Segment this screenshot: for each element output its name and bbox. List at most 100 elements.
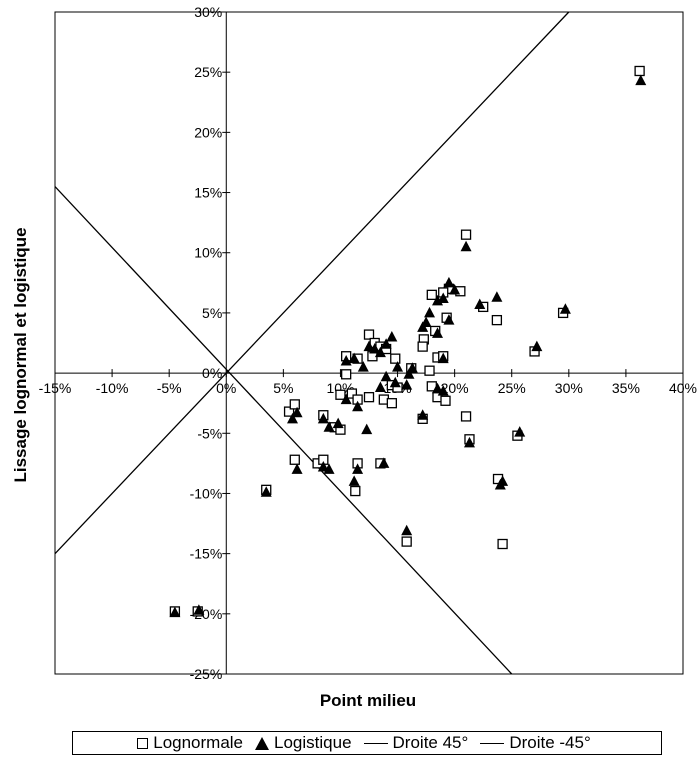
x-tick-label: -5% xyxy=(157,380,182,396)
logistique-point xyxy=(443,314,455,325)
lognormale-point xyxy=(390,353,401,364)
axes xyxy=(54,11,684,675)
logistique-point xyxy=(437,292,449,303)
logistique-point xyxy=(635,74,647,86)
data-points xyxy=(169,65,647,618)
x-tick-label: 0% xyxy=(216,380,236,396)
y-tick-label: 25% xyxy=(194,64,222,80)
lognormale-point xyxy=(401,536,412,547)
logistique-point xyxy=(491,291,503,302)
logistique-point xyxy=(432,382,444,394)
lognormale-point xyxy=(426,289,437,301)
lognormale-point xyxy=(491,314,503,326)
x-tick-label: 5% xyxy=(273,380,293,396)
logistique-point xyxy=(378,457,390,468)
x-tick-label: 40% xyxy=(669,380,697,396)
lognormale-point xyxy=(440,395,451,406)
logistique-point xyxy=(432,327,444,338)
y-tick-label: -25% xyxy=(190,666,223,682)
logistique-point xyxy=(559,303,571,314)
lognormale-point xyxy=(460,411,472,422)
logistique-point xyxy=(260,486,272,497)
logistique-point xyxy=(463,436,475,448)
y-axis-title: Lissage lognormal et logistique xyxy=(11,227,30,482)
logistique-point xyxy=(531,340,543,352)
logistique-point xyxy=(389,376,401,388)
y-tick-label: 15% xyxy=(194,185,222,201)
x-tick-label: 35% xyxy=(612,380,640,396)
y-tick-label: 10% xyxy=(194,245,222,261)
logistique-point xyxy=(424,306,436,318)
x-tick-label: -15% xyxy=(39,380,72,396)
x-tick-label: 25% xyxy=(498,380,526,396)
logistique-point xyxy=(352,463,364,474)
logistique-point xyxy=(514,426,526,437)
lognormale-point xyxy=(350,485,361,497)
logistique-point xyxy=(401,524,413,536)
reference-lines xyxy=(54,11,570,675)
y-tick-label: 30% xyxy=(194,4,222,20)
lognormale-point xyxy=(363,392,375,403)
lognormale-point xyxy=(283,406,295,417)
legend: Lognormale Logistique Droite 45° Droite … xyxy=(72,731,662,755)
x-tick-label: -10% xyxy=(96,380,129,396)
lognormale-point xyxy=(289,454,300,465)
lognormale-point xyxy=(289,399,300,410)
logistique-point xyxy=(323,463,335,474)
logistique-point xyxy=(420,316,432,328)
y-tick-label: -5% xyxy=(197,425,222,441)
open-square-icon xyxy=(137,737,149,749)
logistique-point xyxy=(286,412,298,424)
y-tick-label: 5% xyxy=(202,305,222,321)
lognormale-point xyxy=(341,369,352,380)
x-tick-label: 30% xyxy=(555,380,583,396)
lognormale-point xyxy=(417,341,428,352)
logistique-point xyxy=(417,409,429,420)
y-tick-label: 20% xyxy=(194,124,222,140)
logistique-point xyxy=(323,421,335,432)
logistique-point xyxy=(392,361,404,372)
legend-label-lognormale: Lognormale xyxy=(153,733,244,752)
logistique-point xyxy=(497,475,509,486)
logistique-point xyxy=(437,352,449,364)
y-tick-labels: -25%-20%-15%-10%-5%0%5%10%15%20%25%30% xyxy=(190,4,223,682)
logistique-point xyxy=(193,604,205,615)
x-axis-title: Point milieu xyxy=(320,691,416,710)
lognormale-point xyxy=(424,365,435,376)
legend-label-droite-45: Droite 45° xyxy=(392,733,469,752)
logistique-point xyxy=(374,346,386,358)
line-icon xyxy=(480,742,505,744)
legend-label-logistique: Logistique xyxy=(274,733,352,752)
logistique-point xyxy=(403,368,415,379)
logistique-point xyxy=(386,330,398,342)
logistique-point xyxy=(340,393,352,405)
logistique-point xyxy=(291,463,303,474)
logistique-point xyxy=(361,423,373,435)
logistique-point xyxy=(348,352,360,364)
filled-triangle-icon xyxy=(255,736,270,750)
logistique-point xyxy=(169,606,181,618)
logistique-point xyxy=(291,406,303,418)
logistique-point xyxy=(317,460,329,472)
logistique-point xyxy=(363,340,375,352)
droite-minus-45-line xyxy=(54,186,513,675)
lognormale-point xyxy=(363,329,375,340)
lognormale-point xyxy=(335,389,346,400)
legend-label-droite-minus-45: Droite -45° xyxy=(509,733,591,752)
logistique-point xyxy=(374,381,386,393)
y-tick-label: -15% xyxy=(190,546,223,562)
legend-item-droite-minus-45: Droite -45° xyxy=(480,733,591,753)
logistique-point xyxy=(352,400,364,412)
lognormale-point xyxy=(346,388,358,399)
logistique-point xyxy=(348,475,360,486)
line-icon xyxy=(363,742,388,744)
y-tick-label: -10% xyxy=(190,485,223,501)
logistique-point xyxy=(443,276,455,288)
logistique-point xyxy=(474,298,486,309)
droite-45-line xyxy=(54,11,570,555)
logistique-point xyxy=(357,361,369,372)
legend-item-logistique: Logistique xyxy=(255,733,352,753)
x-tick-labels: -15%-10%-5%0%5%10%15%20%25%30%35%40% xyxy=(39,380,697,396)
logistique-point xyxy=(380,338,392,349)
